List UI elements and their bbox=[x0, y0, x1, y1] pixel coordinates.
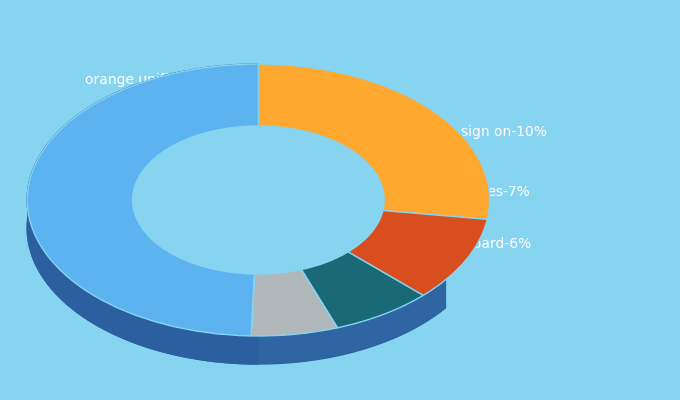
Wedge shape bbox=[258, 64, 490, 219]
Text: ousd single sign on-10%: ousd single sign on-10% bbox=[378, 125, 547, 139]
Wedge shape bbox=[348, 210, 488, 296]
Wedge shape bbox=[27, 64, 258, 336]
Polygon shape bbox=[27, 71, 258, 364]
Wedge shape bbox=[251, 270, 337, 336]
Text: ousd dashboard-6%: ousd dashboard-6% bbox=[393, 237, 532, 251]
Text: ousd aeries-7%: ousd aeries-7% bbox=[423, 185, 529, 199]
Polygon shape bbox=[133, 126, 360, 302]
Polygon shape bbox=[27, 64, 445, 364]
Text: orange unified school district-27%: orange unified school district-27% bbox=[85, 73, 323, 87]
Text: ousd-49%: ousd-49% bbox=[101, 265, 171, 279]
Wedge shape bbox=[301, 252, 423, 328]
